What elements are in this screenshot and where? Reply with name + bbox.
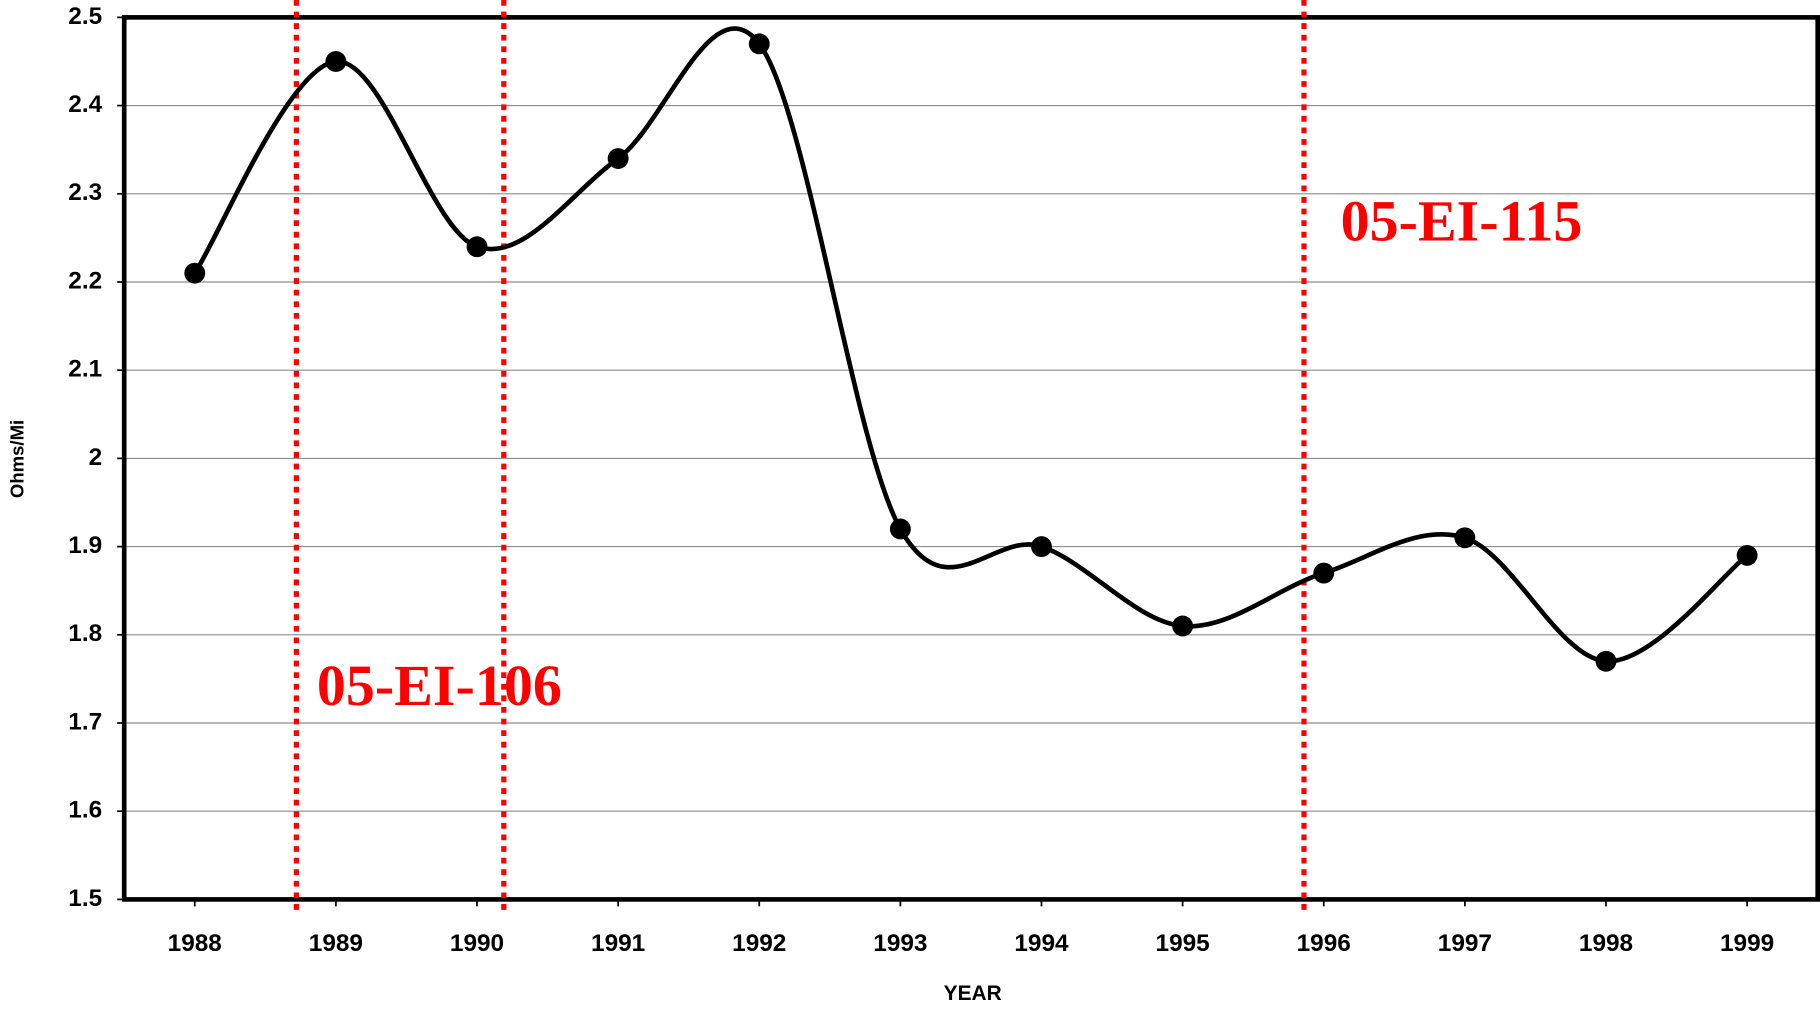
y-tick-label: 2.3 [68,179,102,206]
y-tick-label: 2.2 [68,267,102,294]
x-tick-label: 1991 [591,930,645,957]
x-tick-label: 1993 [873,930,927,957]
marker [1313,562,1335,584]
marker [889,518,911,540]
plot-frame [121,15,1820,902]
y-tick-label: 1.9 [68,532,102,559]
marker [1454,527,1476,549]
x-axis-title: YEAR [944,982,1002,1005]
y-tick-label: 2 [89,444,103,471]
y-tick-label: 1.5 [68,885,102,912]
y-tick-label: 2.1 [68,356,102,383]
x-tick-label: 1992 [732,930,786,957]
y-tick-label: 1.7 [68,708,102,735]
annotation: 05-EI-106 [317,653,562,718]
marker [1595,650,1617,672]
marker [325,51,347,72]
y-tick-label: 1.8 [68,620,102,647]
y-tick-label: 2.4 [68,91,102,118]
line [192,26,1749,664]
x-tick-label: 1995 [1156,930,1210,957]
marker [184,262,206,284]
marker [607,148,629,169]
x-tick-label: 1990 [450,930,504,957]
marker [466,236,488,258]
x-tick-label: 1999 [1720,930,1774,957]
marker [1031,536,1052,558]
marker [748,33,770,55]
x-tick-label: 1994 [1014,930,1069,957]
marker [1172,615,1194,637]
annotation: 05-EI-115 [1341,189,1583,254]
y-tick-label: 2.5 [68,3,102,30]
x-tick-label: 1997 [1438,930,1492,957]
x-tick-label: 1989 [309,930,363,957]
x-tick-label: 1998 [1579,930,1633,957]
marker [1736,544,1758,566]
y-tick-label: 1.6 [68,797,102,824]
y-axis-title: Ohms/Mi [6,420,27,498]
x-tick-label: 1988 [168,930,222,957]
x-tick-label: 1996 [1297,930,1351,957]
